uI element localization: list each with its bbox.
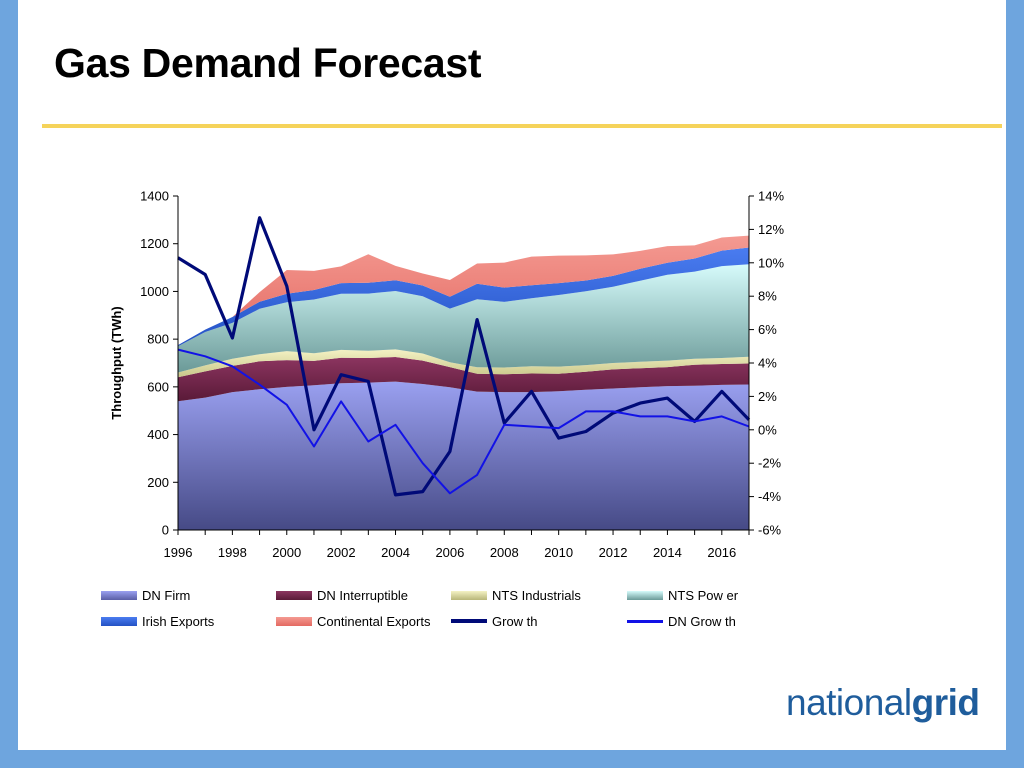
legend-swatch [276,616,312,626]
legend-label: DN Firm [142,587,191,603]
growth-lines [177,216,751,497]
bottom-tick-label: 1996 [164,545,193,560]
right-tick-label: 12% [758,222,784,237]
left-tick-label: 1000 [140,284,169,299]
legend-swatch [276,590,312,600]
bottom-tick-label: 1998 [218,545,247,560]
legend-label: DN Interruptible [317,587,409,603]
right-tick-label: -4% [758,489,782,504]
left-border-band [0,0,18,768]
legend-label: NTS Pow er [668,587,739,603]
area-irish-exports [178,247,749,347]
area-continental-exports [178,235,749,346]
area-nts-industrials [178,349,749,378]
chart-axes: 0 200 400 600 800 1000 1200 1400 -6% -4% -2% 0% 2% 4%… [140,189,784,561]
right-tick-label: 2% [758,389,777,404]
line-grow-th [177,216,751,497]
logo-word-national: national [786,682,912,723]
legend-swatch [627,619,663,623]
area-nts-power [178,264,749,373]
legend-swatch [451,590,487,600]
bottom-border-band [0,750,1024,768]
legend-label: Grow th [492,613,538,629]
legend-item-nts-industrials: NTS Industrials [451,585,581,605]
bottom-tick-label: 2010 [544,545,573,560]
right-tick-label: -2% [758,456,782,471]
legend-label: NTS Industrials [492,587,581,603]
right-tick-label: 6% [758,322,777,337]
bottom-tick-label: 2014 [653,545,682,560]
left-tick-label: 800 [147,332,169,347]
left-tick-label: 1400 [140,189,169,204]
left-tick-label: 600 [147,379,169,394]
bottom-tick-label: 2012 [599,545,628,560]
page-title: Gas Demand Forecast [54,40,482,86]
right-tick-label: 4% [758,356,777,371]
legend-item-continental-exports: Continental Exports [276,611,430,631]
legend-label: Irish Exports [142,613,215,629]
right-tick-label: 14% [758,189,784,204]
national-grid-logo: nationalgrid [786,682,980,724]
area-dn-firm [178,381,749,530]
bottom-tick-label: 2008 [490,545,519,560]
left-tick-label: 400 [147,427,169,442]
right-border-band [1006,0,1024,768]
legend-item-irish-exports: Irish Exports [101,611,214,631]
legend-label: Continental Exports [317,613,431,629]
right-tick-label: 0% [758,422,777,437]
legend-item-dn-firm: DN Firm [101,585,190,605]
bottom-tick-label: 2016 [707,545,736,560]
line-dn-grow-th [177,348,750,495]
legend-item-dn-grow-th: DN Grow th [627,611,736,631]
legend-item-grow-th: Grow th [451,611,538,631]
legend-label: DN Grow th [668,613,736,629]
legend-item-dn-interruptible: DN Interruptible [276,585,408,605]
left-tick-label: 200 [147,475,169,490]
right-tick-label: -6% [758,523,782,538]
legend-item-nts-pow-er: NTS Pow er [627,585,738,605]
bottom-tick-label: 2004 [381,545,410,560]
legend-swatch [451,619,487,623]
legend-swatch [627,590,663,600]
bottom-tick-label: 2000 [272,545,301,560]
left-tick-label: 0 [162,523,169,538]
logo-word-grid: grid [911,682,980,723]
bottom-tick-label: 2002 [327,545,356,560]
legend-swatch [101,616,137,626]
y-axis-title: Throughput (TWh) [109,306,124,419]
legend-swatch [101,590,137,600]
bottom-tick-label: 2006 [435,545,464,560]
left-tick-label: 1200 [140,236,169,251]
right-tick-label: 10% [758,255,784,270]
title-underline [42,124,1002,128]
right-tick-label: 8% [758,289,777,304]
